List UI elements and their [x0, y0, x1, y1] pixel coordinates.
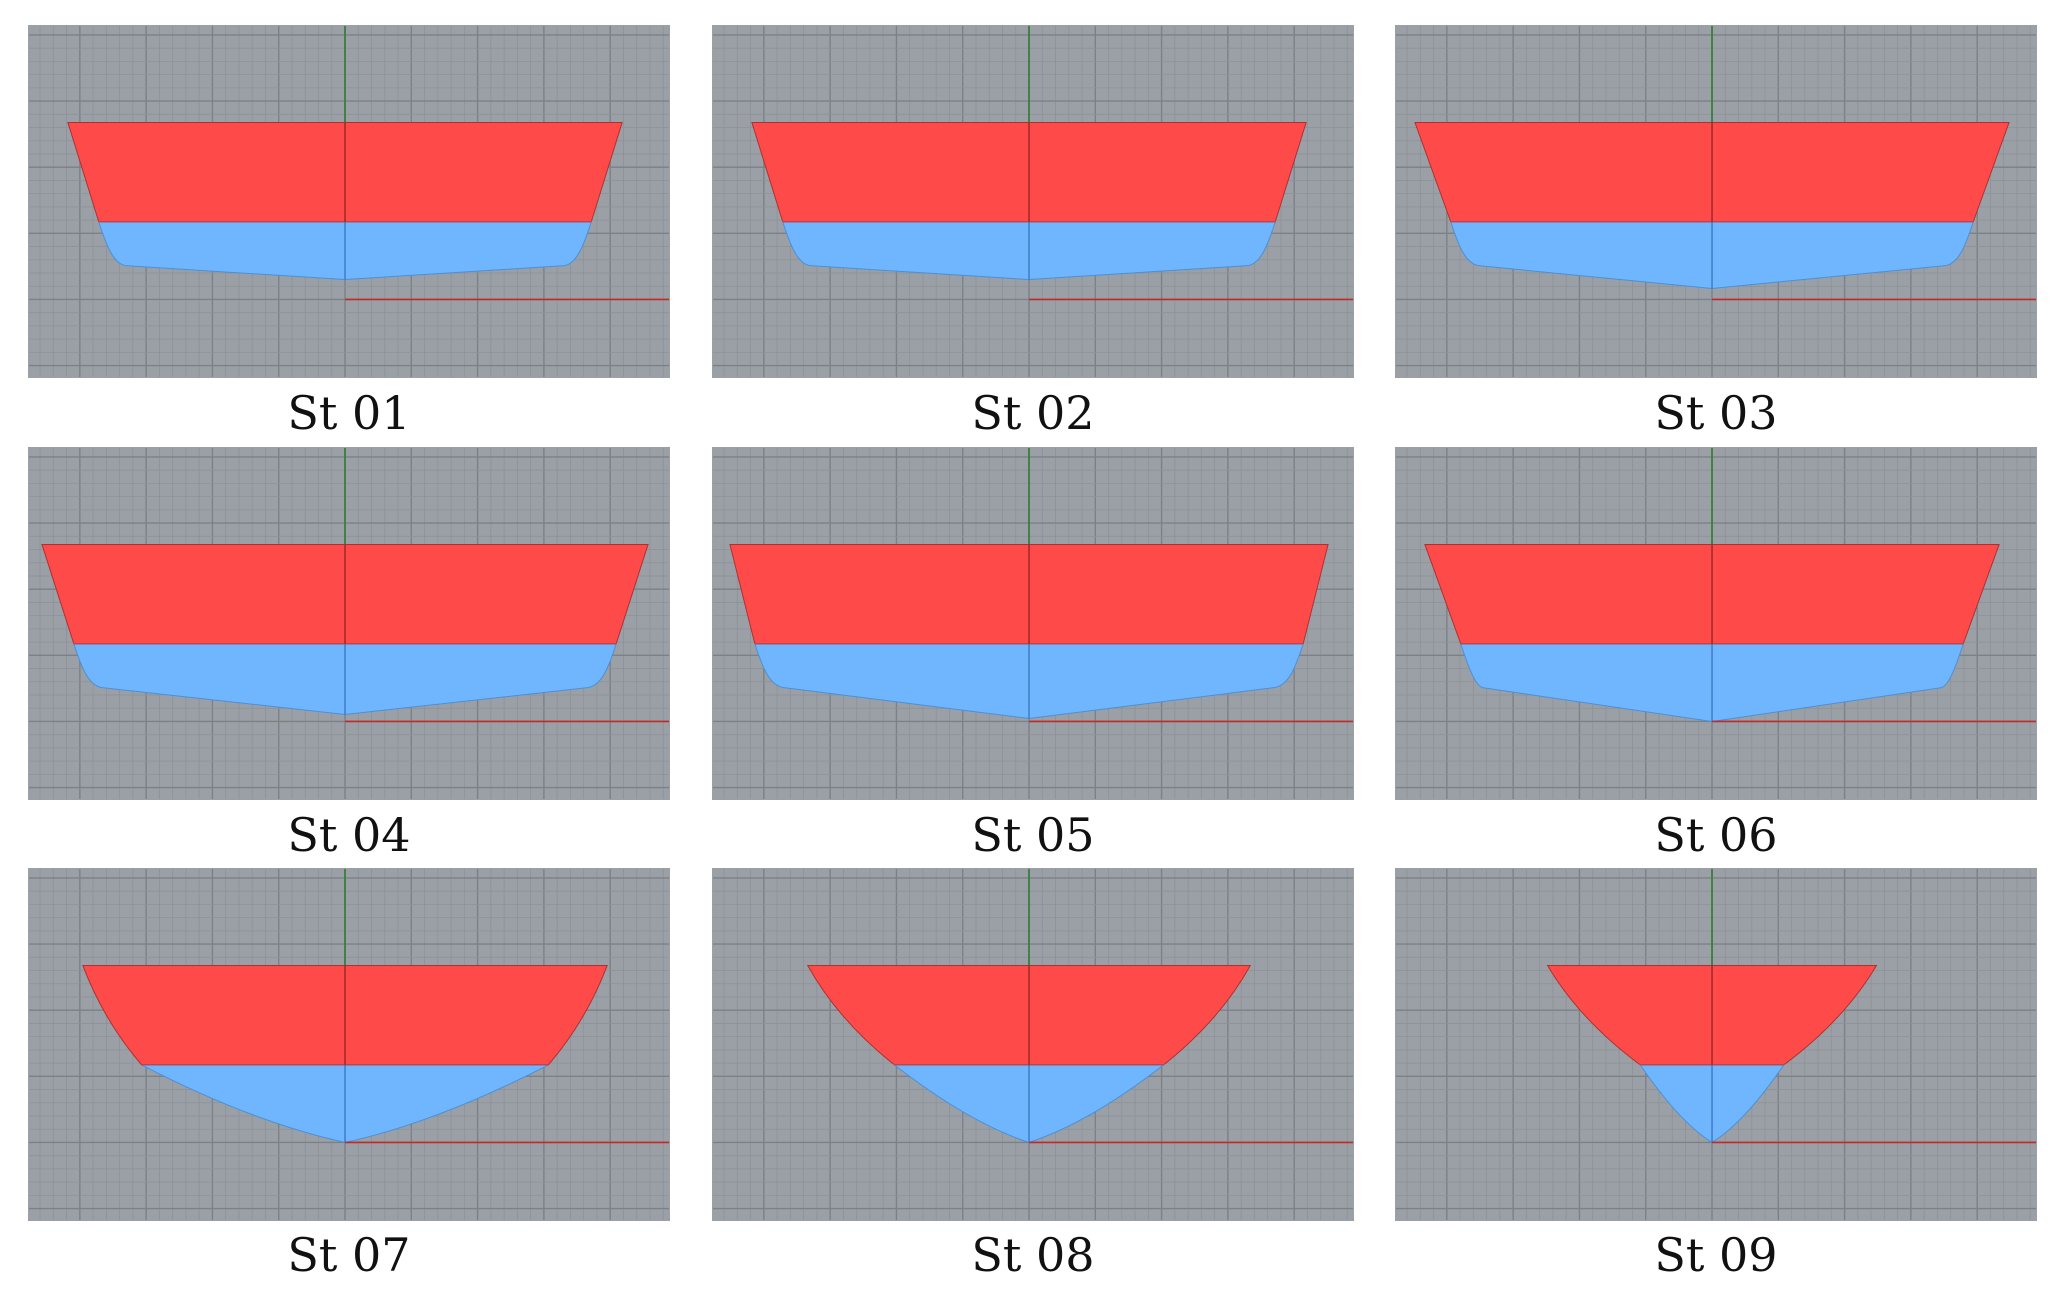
st-02-caption: St 02 [971, 386, 1095, 440]
st-03-caption: St 03 [1654, 386, 1778, 440]
grid-lines [713, 448, 1353, 799]
st-04-caption: St 04 [287, 808, 411, 862]
st-03-panel [1395, 25, 2037, 378]
st-09-section-view [1396, 869, 2036, 1220]
st-05-caption: St 05 [971, 808, 1095, 862]
st-08-caption: St 08 [971, 1228, 1095, 1282]
st-01-panel [28, 25, 670, 378]
st-04-panel [28, 447, 670, 800]
st-07-panel [28, 868, 670, 1221]
st-07-caption: St 07 [287, 1228, 411, 1282]
st-01-section-view [29, 26, 669, 377]
st-07-section-view [29, 869, 669, 1220]
st-08-panel [712, 868, 1354, 1221]
st-09-caption: St 09 [1654, 1228, 1778, 1282]
st-01-caption: St 01 [287, 386, 411, 440]
st-06-panel [1395, 447, 2037, 800]
st-06-caption: St 06 [1654, 808, 1778, 862]
st-04-section-view [29, 448, 669, 799]
st-09-panel [1395, 868, 2037, 1221]
st-02-panel [712, 25, 1354, 378]
st-08-section-view [713, 869, 1353, 1220]
st-06-section-view [1396, 448, 2036, 799]
st-02-section-view [713, 26, 1353, 377]
st-05-section-view [713, 448, 1353, 799]
st-03-section-view [1396, 26, 2036, 377]
st-05-panel [712, 447, 1354, 800]
